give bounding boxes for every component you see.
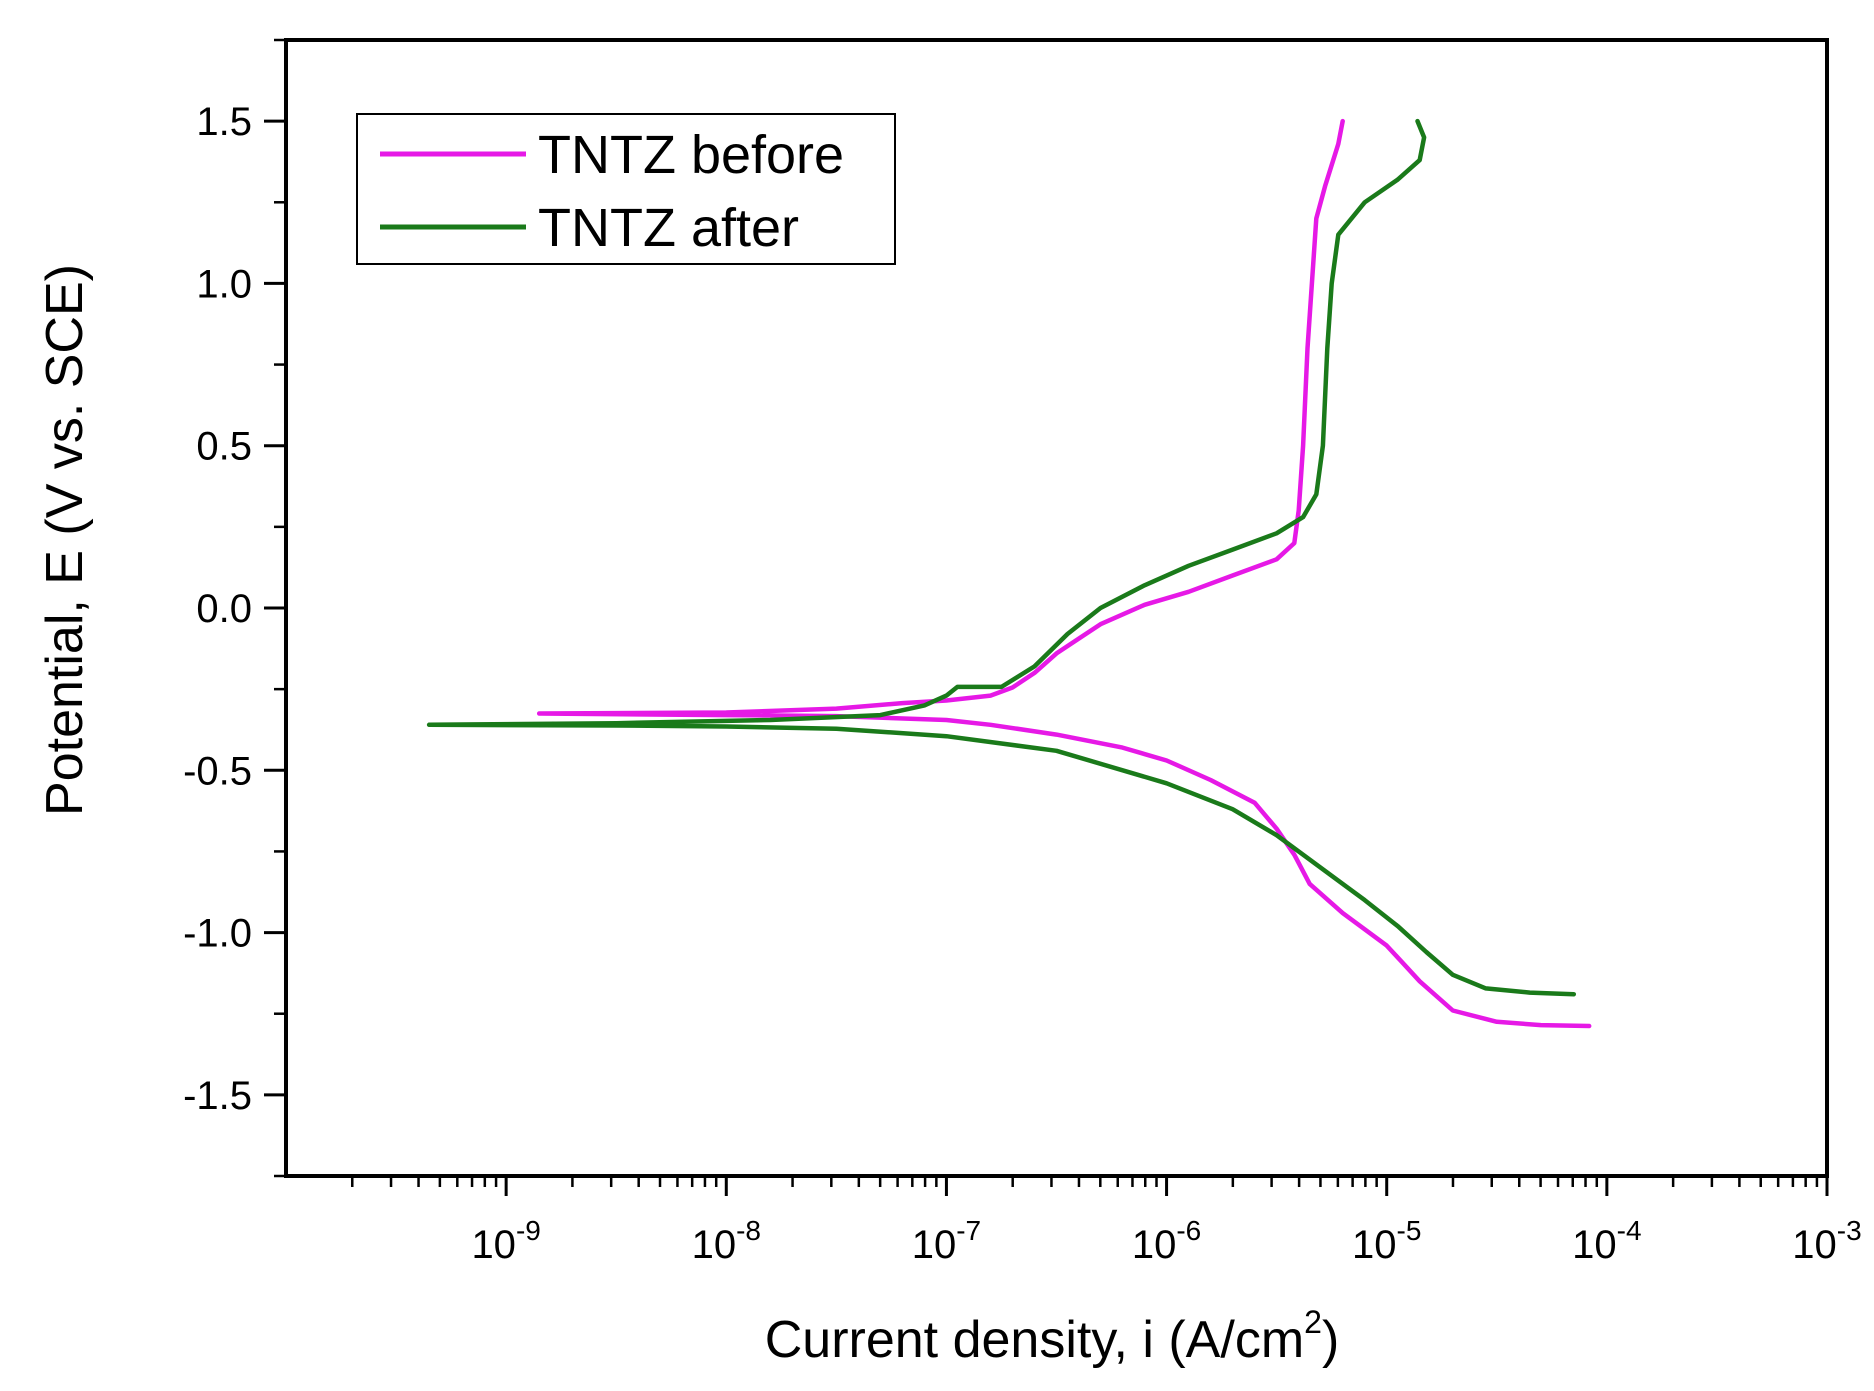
legend: TNTZ before TNTZ after	[356, 113, 896, 265]
series-line-tntz-after	[426, 118, 1577, 997]
x-tick-exponent: -7	[956, 1215, 981, 1246]
y-tick-label: 0.0	[196, 587, 252, 631]
y-axis-label: Potential, E (V vs. SCE)	[36, 264, 94, 816]
x-tick-base: 10	[1132, 1223, 1177, 1267]
x-tick-exponent: -5	[1397, 1215, 1422, 1246]
y-tick-labels: 1.5 1.0 0.5 0.0 -0.5 -1.0 -1.5	[183, 100, 252, 1118]
x-tick-label: 10-8	[692, 1215, 761, 1267]
y-tick-label: -0.5	[183, 749, 252, 793]
x-tick-base: 10	[1352, 1223, 1397, 1267]
y-tick-label: 1.0	[196, 262, 252, 306]
y-major-ticks	[264, 119, 286, 1097]
x-tick-exponent: -8	[736, 1215, 761, 1246]
legend-box	[356, 113, 896, 265]
x-tick-base: 10	[471, 1223, 516, 1267]
x-tick-labels: 10-9 10-8 10-7 10-6 10-5 10-4 10-3	[471, 1215, 1861, 1267]
x-tick-exponent: -9	[516, 1215, 541, 1246]
x-axis-label-main: Current density, i (A/cm	[765, 1311, 1304, 1369]
x-tick-label: 10-5	[1352, 1215, 1421, 1267]
plot-frame	[284, 38, 1829, 1178]
x-tick-label: 10-6	[1132, 1215, 1201, 1267]
series-layer	[426, 118, 1592, 1029]
x-tick-label: 10-3	[1792, 1215, 1861, 1267]
x-tick-exponent: -4	[1617, 1215, 1642, 1246]
x-axis-label-close: )	[1322, 1311, 1339, 1369]
y-tick-label: -1.0	[183, 912, 252, 956]
x-tick-label: 10-7	[912, 1215, 981, 1267]
x-tick-exponent: -6	[1176, 1215, 1201, 1246]
legend-label-before: TNTZ before	[538, 125, 844, 185]
legend-label-after: TNTZ after	[538, 198, 799, 258]
series-line-tntz-before	[536, 118, 1592, 1029]
x-tick-base: 10	[1572, 1223, 1617, 1267]
x-tick-label: 10-9	[471, 1215, 540, 1267]
x-tick-base: 10	[692, 1223, 737, 1267]
x-axis-label: Current density, i (A/cm2)	[765, 1304, 1340, 1369]
x-tick-base: 10	[1792, 1223, 1837, 1267]
x-major-ticks	[504, 1176, 1829, 1196]
y-tick-label: -1.5	[183, 1074, 252, 1118]
y-tick-label: 0.5	[196, 425, 252, 469]
x-axis-label-superscript: 2	[1304, 1304, 1322, 1340]
x-tick-base: 10	[912, 1223, 957, 1267]
x-tick-exponent: -3	[1837, 1215, 1862, 1246]
y-tick-label: 1.5	[196, 100, 252, 144]
x-tick-label: 10-4	[1572, 1215, 1641, 1267]
y-minor-ticks	[274, 38, 286, 1178]
